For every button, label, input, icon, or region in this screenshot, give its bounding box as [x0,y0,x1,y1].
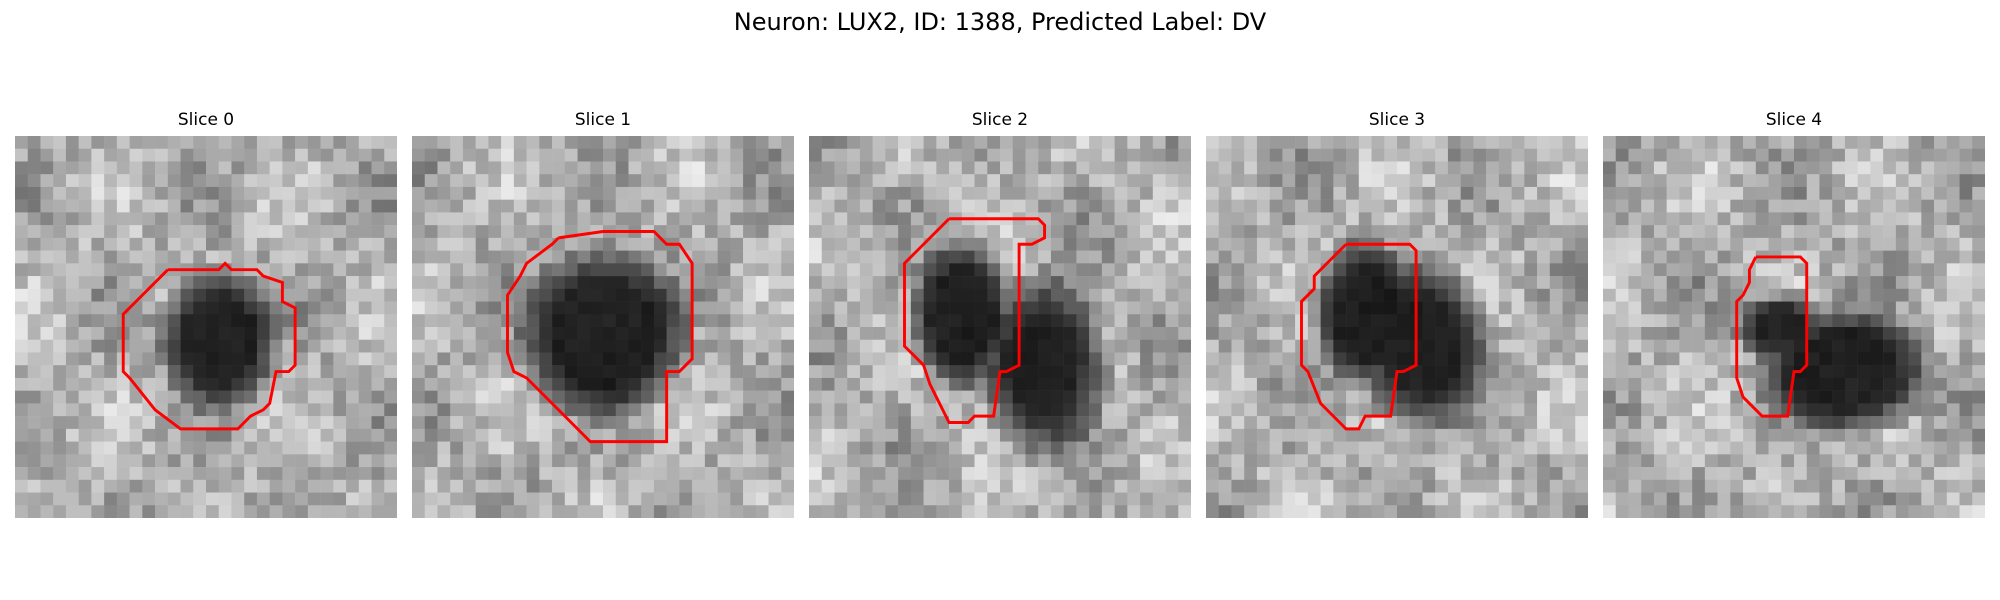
slice-title-0: Slice 0 [177,110,235,130]
microscopy-pixels [1603,136,1985,518]
microscopy-pixels [809,136,1191,518]
figure-title: Neuron: LUX2, ID: 1388, Predicted Label:… [733,8,1267,36]
slice-title-1: Slice 1 [574,110,632,130]
slice-title-3: Slice 3 [1368,110,1426,130]
slice-panel-2: Slice 2 [809,108,1191,518]
segmentation-contour [1300,242,1418,431]
slice-panel-0: Slice 0 [15,108,397,518]
segmentation-contour [121,261,297,431]
slice-image-3 [1206,136,1588,518]
segmentation-contour [1735,255,1809,418]
slice-title-2: Slice 2 [971,110,1029,130]
slice-image-1 [412,136,794,518]
slice-panel-4: Slice 4 [1603,108,1985,518]
microscopy-pixels [15,136,397,518]
segmentation-contour [903,217,1047,424]
slice-panel-3: Slice 3 [1206,108,1588,518]
slice-title-4: Slice 4 [1765,110,1823,130]
slice-image-0 [15,136,397,518]
slice-image-2 [809,136,1191,518]
slice-image-4 [1603,136,1985,518]
segmentation-contour [506,230,694,444]
slice-panel-1: Slice 1 [412,108,794,518]
microscopy-pixels [1206,136,1588,518]
microscopy-pixels [412,136,794,518]
